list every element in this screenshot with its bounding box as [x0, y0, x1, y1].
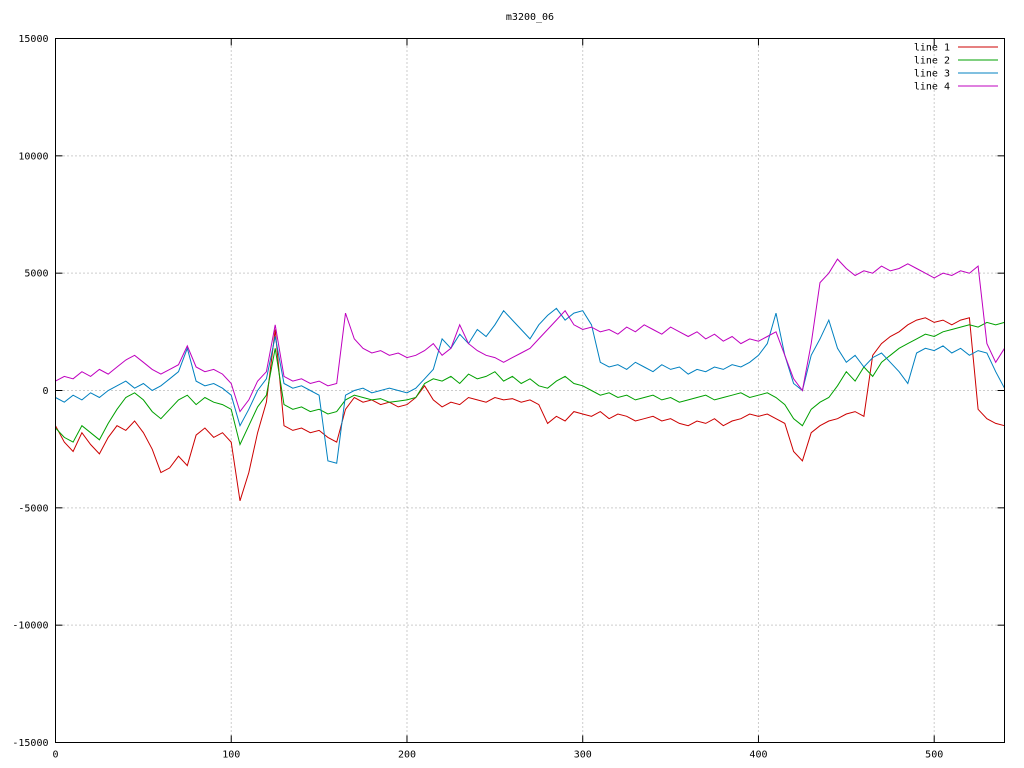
chart-title: m3200_06: [506, 12, 554, 23]
legend-label: line 1: [914, 43, 950, 54]
grid-layer: [55, 38, 1005, 743]
axis-label-layer: -15000 -10000 -5000 0 5000 10000 15000 0 100 200 3…: [12, 34, 943, 761]
x-axis-tick-label: 200: [398, 750, 416, 761]
x-axis-tick-label: 500: [925, 750, 943, 761]
x-axis-tick-label: 0: [52, 750, 58, 761]
series-layer: [55, 258, 1005, 501]
legend-label: line 3: [914, 69, 950, 80]
x-axis-tick-label: 100: [222, 750, 240, 761]
y-axis-tick-label: 10000: [18, 151, 48, 162]
legend: line 1 line 2 line 3 line 4: [914, 43, 998, 93]
plot-border: [55, 38, 1005, 743]
y-axis-tick-label: 0: [42, 386, 48, 397]
y-axis-tick-label: -5000: [18, 503, 48, 514]
x-axis-tick-label: 300: [574, 750, 592, 761]
series-line-1: [55, 317, 1005, 501]
y-axis-tick-label: -15000: [12, 738, 48, 749]
x-axis-tick-label: 400: [749, 750, 767, 761]
y-axis-tick-label: 5000: [24, 269, 48, 280]
series-line-4: [55, 258, 1005, 413]
series-line-3: [55, 307, 1005, 464]
tick-layer: [55, 38, 1005, 743]
series-line-2: [55, 321, 1005, 446]
y-axis-tick-label: 15000: [18, 34, 48, 45]
y-axis-tick-label: -10000: [12, 621, 48, 632]
legend-label: line 4: [914, 82, 950, 93]
legend-label: line 2: [914, 56, 950, 67]
